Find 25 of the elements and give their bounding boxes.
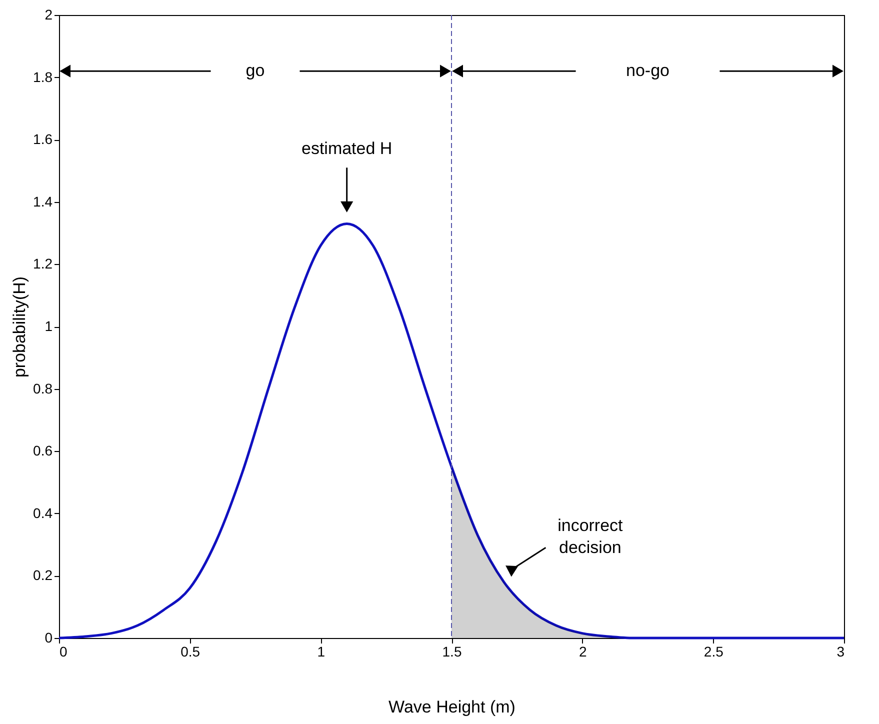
x-tick-label: 0 (60, 644, 68, 660)
y-tick-label: 1.8 (33, 68, 53, 85)
x-axis-title: Wave Height (m) (388, 698, 516, 716)
y-tick-label: 1.2 (33, 256, 53, 272)
x-tick-label: 1.5 (442, 644, 462, 660)
y-tick-label: 1.4 (33, 193, 53, 210)
y-tick-label: 1 (44, 318, 53, 334)
y-tick-label: 0.2 (33, 567, 53, 584)
y-tick-label: 0.4 (33, 504, 53, 521)
annotation: incorrect decision (558, 516, 624, 557)
y-tick-label: 2 (44, 6, 53, 22)
line-series (58, 222, 846, 640)
annotation: estimated H (301, 138, 392, 158)
annotation: go (246, 61, 265, 80)
y-axis-title: probability(H) (10, 276, 30, 378)
x-tick-label: 0.5 (180, 644, 200, 660)
x-tick-label: 2 (578, 644, 587, 660)
y-tick-label: 0.6 (33, 442, 53, 459)
annotation: no-go (626, 61, 670, 80)
y-tick-label: 1.6 (33, 131, 53, 148)
x-tick-label: 3 (836, 644, 845, 660)
y-tick-label: 0.8 (33, 380, 53, 396)
x-tick-label: 1 (317, 644, 326, 660)
x-tick-label: 2.5 (704, 644, 724, 660)
y-tick-label: 0 (44, 630, 53, 646)
